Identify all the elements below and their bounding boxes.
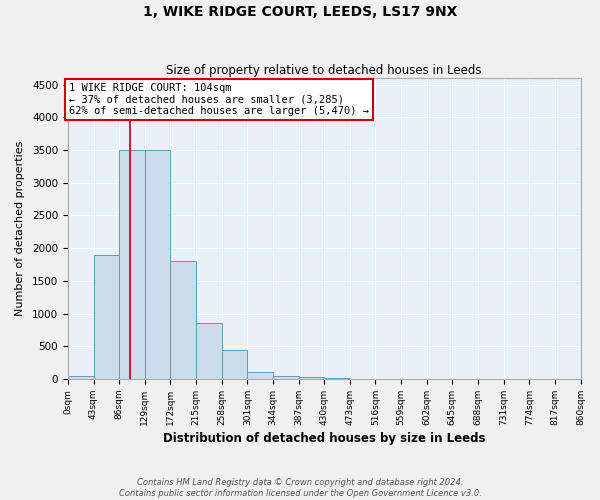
Bar bbox=[273, 376, 299, 379]
Bar bbox=[299, 377, 324, 379]
Bar bbox=[94, 254, 119, 379]
Title: Size of property relative to detached houses in Leeds: Size of property relative to detached ho… bbox=[166, 64, 482, 77]
Bar bbox=[170, 262, 196, 379]
Text: 1 WIKE RIDGE COURT: 104sqm
← 37% of detached houses are smaller (3,285)
62% of s: 1 WIKE RIDGE COURT: 104sqm ← 37% of deta… bbox=[69, 82, 369, 116]
Bar bbox=[247, 372, 273, 379]
Bar bbox=[221, 350, 247, 379]
Bar bbox=[119, 150, 145, 379]
Bar bbox=[324, 378, 350, 379]
Text: 1, WIKE RIDGE COURT, LEEDS, LS17 9NX: 1, WIKE RIDGE COURT, LEEDS, LS17 9NX bbox=[143, 5, 457, 19]
X-axis label: Distribution of detached houses by size in Leeds: Distribution of detached houses by size … bbox=[163, 432, 485, 445]
Bar bbox=[145, 150, 170, 379]
Text: Contains HM Land Registry data © Crown copyright and database right 2024.
Contai: Contains HM Land Registry data © Crown c… bbox=[119, 478, 481, 498]
Bar bbox=[68, 376, 94, 379]
Bar bbox=[196, 324, 221, 379]
Y-axis label: Number of detached properties: Number of detached properties bbox=[15, 141, 25, 316]
